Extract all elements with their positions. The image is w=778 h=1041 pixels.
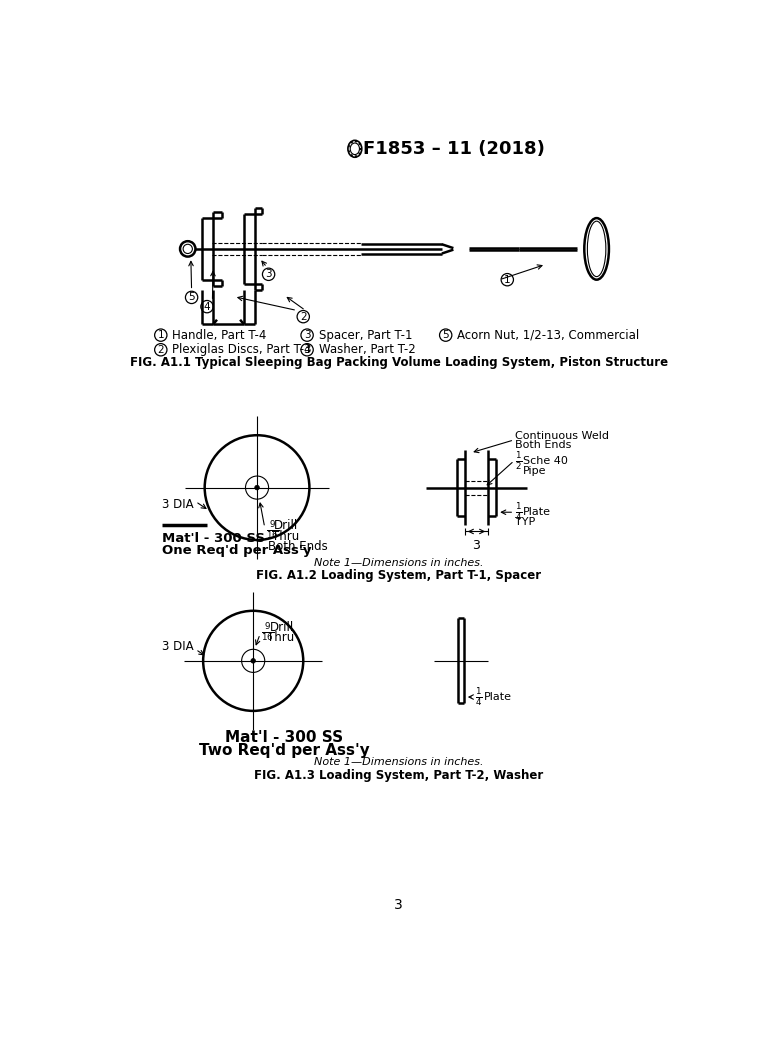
Text: 4: 4 [303,345,310,355]
Text: Sche 40: Sche 40 [523,456,568,465]
Text: Thru: Thru [272,530,299,543]
Text: Thru: Thru [267,631,294,644]
Text: 2: 2 [300,311,307,322]
Text: Plate: Plate [523,507,551,517]
Text: Two Req'd per Ass'y: Two Req'd per Ass'y [198,743,370,758]
Ellipse shape [587,221,606,277]
Text: FIG. A1.1 Typical Sleeping Bag Packing Volume Loading System, Piston Structure: FIG. A1.1 Typical Sleeping Bag Packing V… [130,356,668,369]
Text: Handle, Part T-4: Handle, Part T-4 [173,329,267,341]
Text: Note 1—Dimensions in inches.: Note 1—Dimensions in inches. [314,757,483,767]
Ellipse shape [348,141,362,157]
Text: Note 1—Dimensions in inches.: Note 1—Dimensions in inches. [314,558,483,567]
Text: 3 DIA: 3 DIA [162,498,193,511]
Text: TYP: TYP [515,517,535,527]
Text: 3 DIA: 3 DIA [163,640,194,654]
Text: Washer, Part T-2: Washer, Part T-2 [319,344,415,356]
Text: FIG. A1.3 Loading System, Part T-2, Washer: FIG. A1.3 Loading System, Part T-2, Wash… [254,768,543,782]
Text: 5: 5 [188,293,195,302]
Text: Both Ends: Both Ends [515,440,571,451]
Text: 2: 2 [157,345,164,355]
Text: Drill: Drill [274,518,298,532]
Text: 3: 3 [472,539,481,552]
Text: $\frac{1}{2}$: $\frac{1}{2}$ [515,450,523,472]
Text: Mat'l - 300 SS: Mat'l - 300 SS [163,532,265,545]
Text: Plexiglas Discs, Part T-3: Plexiglas Discs, Part T-3 [173,344,312,356]
Text: Continuous Weld: Continuous Weld [515,431,609,441]
Text: $\frac{1}{4}$: $\frac{1}{4}$ [475,686,482,708]
Text: F1853 – 11 (2018): F1853 – 11 (2018) [363,139,545,158]
Text: $\frac{9}{16}$: $\frac{9}{16}$ [261,620,274,642]
Text: 3: 3 [303,330,310,340]
Text: Mat'l - 300 SS: Mat'l - 300 SS [225,730,343,745]
Text: $\frac{9}{16}$: $\frac{9}{16}$ [266,519,279,541]
Circle shape [251,659,255,663]
Ellipse shape [584,219,609,280]
Text: $\frac{1}{4}$: $\frac{1}{4}$ [515,502,523,524]
Text: Plate: Plate [484,692,512,702]
Circle shape [254,485,259,490]
Ellipse shape [350,143,359,154]
Text: 1: 1 [157,330,164,340]
Text: Drill: Drill [270,621,294,634]
Text: Acorn Nut, 1/2-13, Commercial: Acorn Nut, 1/2-13, Commercial [457,329,640,341]
Text: Both Ends: Both Ends [268,540,328,554]
Text: 3: 3 [394,898,403,912]
Text: 5: 5 [443,330,449,340]
Text: FIG. A1.2 Loading System, Part T-1, Spacer: FIG. A1.2 Loading System, Part T-1, Spac… [256,569,541,582]
Text: 3: 3 [265,270,272,279]
Text: Spacer, Part T-1: Spacer, Part T-1 [319,329,412,341]
Text: One Req'd per Ass'y: One Req'd per Ass'y [163,543,312,557]
Text: 4: 4 [204,302,210,311]
Text: 1: 1 [504,275,510,284]
Text: Pipe: Pipe [523,465,546,476]
